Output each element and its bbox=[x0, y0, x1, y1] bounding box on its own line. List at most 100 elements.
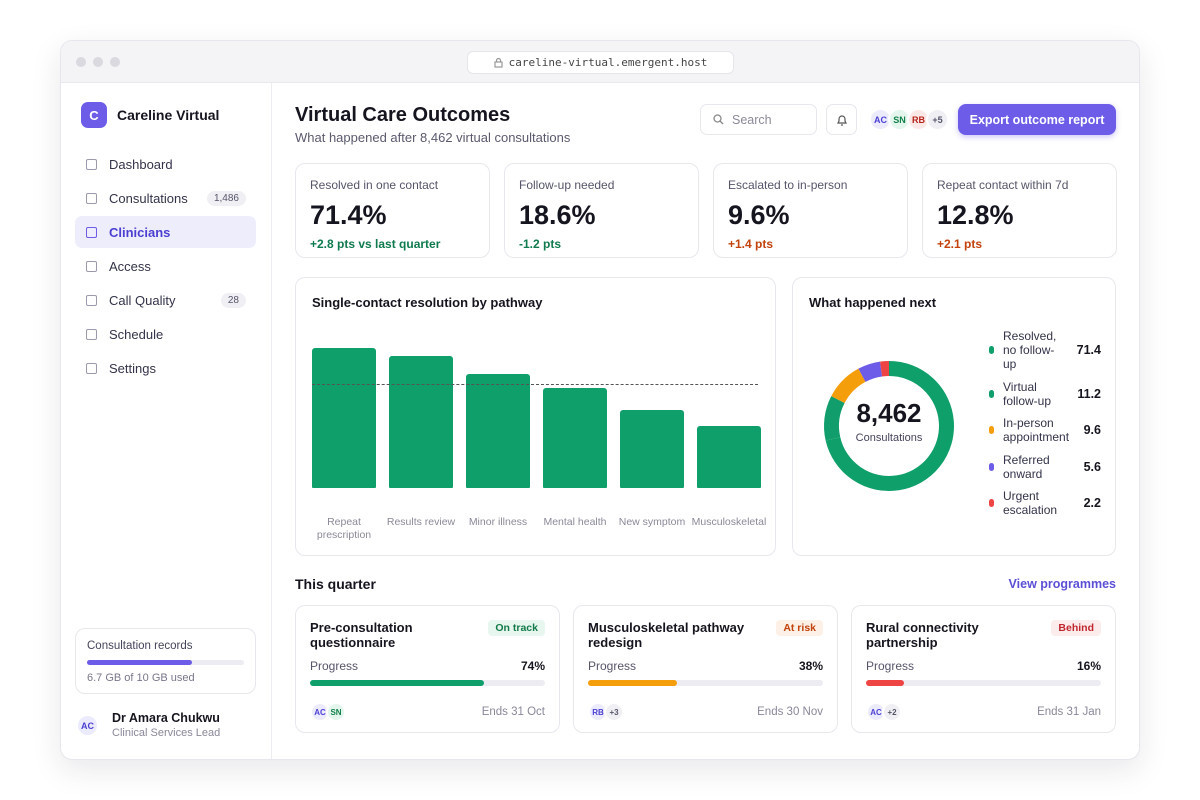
legend-swatch bbox=[989, 426, 994, 434]
nav-item[interactable]: Settings bbox=[75, 352, 256, 384]
progress-track bbox=[866, 680, 1101, 686]
project-name: Musculoskeletal pathway redesign bbox=[588, 620, 745, 650]
x-tick-label: Results review bbox=[386, 516, 456, 528]
kpi-label: Follow-up needed bbox=[519, 178, 615, 192]
bar bbox=[543, 387, 607, 488]
kpi-value: 71.4% bbox=[310, 200, 387, 230]
progress-value: 16% bbox=[1076, 659, 1101, 673]
status-badge: On track bbox=[488, 620, 545, 636]
legend-item: Referred onward 5.6 bbox=[989, 453, 1101, 481]
x-tick-label: Musculoskeletal bbox=[691, 516, 767, 528]
kpi-card: Follow-up needed 18.6% -1.2 pts bbox=[504, 163, 699, 258]
nav-item[interactable]: Consultations 1,486 bbox=[75, 182, 256, 214]
kpi-label: Resolved in one contact bbox=[310, 178, 439, 192]
nav-icon bbox=[86, 260, 97, 272]
project-card: Pre-consultation questionnaire On track Pr… bbox=[295, 605, 560, 733]
storage-fill bbox=[87, 660, 193, 665]
project-name: Pre-consultation questionnaire bbox=[310, 620, 413, 650]
search-icon bbox=[713, 114, 724, 125]
project-end: Ends 30 Nov bbox=[757, 706, 823, 718]
window-dot bbox=[93, 57, 103, 67]
x-tick-label: New symptom bbox=[618, 516, 686, 528]
nav-item[interactable]: Schedule bbox=[75, 318, 256, 350]
legend-value: 2.2 bbox=[1083, 496, 1101, 510]
donut-center-label: Consultations bbox=[855, 432, 923, 444]
bar bbox=[697, 426, 761, 488]
section-title: This quarter bbox=[295, 576, 376, 592]
legend-label: Referred onward bbox=[1003, 452, 1050, 481]
page-subtitle: What happened after 8,462 virtual consul… bbox=[295, 130, 571, 145]
project-avatars: AC +2 bbox=[866, 702, 902, 722]
donut bbox=[824, 361, 954, 491]
avatar: AC bbox=[869, 108, 892, 131]
progress-value: 38% bbox=[798, 659, 823, 673]
legend-label: Resolved, no follow-up bbox=[1003, 329, 1057, 371]
donut-segment bbox=[825, 361, 954, 491]
nav-icon bbox=[86, 226, 97, 238]
kpi-value: 18.6% bbox=[519, 200, 596, 230]
legend-value: 11.2 bbox=[1077, 386, 1101, 401]
nav-badge: 28 bbox=[220, 292, 246, 308]
project-footer: RB +3 Ends 30 Nov bbox=[588, 702, 823, 722]
nav-item[interactable]: Dashboard bbox=[75, 148, 256, 180]
progress-fill bbox=[866, 680, 904, 686]
search[interactable]: Search bbox=[700, 104, 817, 135]
user-role: Clinical Services Lead bbox=[112, 727, 221, 739]
notifications[interactable] bbox=[826, 104, 857, 135]
url: careline-virtual.emergent.host bbox=[508, 56, 708, 69]
nav-item[interactable]: Clinicians bbox=[75, 216, 256, 248]
donut-segment bbox=[824, 396, 845, 441]
window-dot bbox=[76, 57, 86, 67]
x-tick-label: Repeat prescription bbox=[316, 516, 372, 541]
x-tick-label: Mental health bbox=[543, 516, 607, 528]
nav-label: Dashboard bbox=[109, 156, 173, 172]
progress-row: Progress 38% bbox=[588, 659, 823, 673]
project-head: Rural connectivity partnership Behind bbox=[866, 620, 1101, 650]
kpi-delta: +1.4 pts bbox=[728, 237, 774, 251]
project-card: Rural connectivity partnership Behind Prog… bbox=[851, 605, 1116, 733]
nav-item[interactable]: Call Quality 28 bbox=[75, 284, 256, 316]
x-tick-label: Minor illness bbox=[468, 516, 528, 528]
nav-item[interactable]: Access bbox=[75, 250, 256, 282]
brand-logo: C bbox=[81, 102, 107, 128]
progress-fill bbox=[310, 680, 484, 686]
legend-label: Virtual follow-up bbox=[1003, 379, 1052, 408]
brand-name: Careline Virtual bbox=[117, 107, 220, 123]
legend-value: 5.6 bbox=[1083, 459, 1101, 474]
progress-row: Progress 74% bbox=[310, 659, 545, 673]
progress-track bbox=[588, 680, 823, 686]
nav-label: Schedule bbox=[109, 326, 164, 342]
nav-badge: 1,486 bbox=[206, 190, 246, 206]
donut-chart-card: What happened next 8,462 Consultations R… bbox=[792, 277, 1116, 556]
bar bbox=[620, 409, 684, 488]
section-link[interactable]: View programmes bbox=[1008, 577, 1116, 591]
status-badge: At risk bbox=[776, 620, 823, 636]
address-bar[interactable]: careline-virtual.emergent.host bbox=[467, 51, 734, 74]
kpi-delta: +2.1 pts bbox=[937, 237, 983, 251]
bar bbox=[389, 356, 453, 488]
legend-swatch bbox=[989, 346, 994, 354]
search-placeholder: Search bbox=[732, 112, 772, 127]
project-card: Musculoskeletal pathway redesign At risk P… bbox=[573, 605, 838, 733]
donut-segment bbox=[880, 361, 890, 377]
reference-line bbox=[312, 384, 758, 386]
project-name: Rural connectivity partnership bbox=[866, 620, 979, 650]
legend-item: In-person appointment 9.6 bbox=[989, 416, 1101, 444]
nav-label: Clinicians bbox=[109, 224, 171, 240]
project-footer: AC +2 Ends 31 Jan bbox=[866, 702, 1101, 722]
kpi-card: Repeat contact within 7d 12.8% +2.1 pts bbox=[922, 163, 1117, 258]
legend-item: Urgent escalation 2.2 bbox=[989, 489, 1101, 517]
kpi-value: 12.8% bbox=[937, 200, 1014, 230]
progress-label: Progress bbox=[866, 659, 915, 673]
project-head: Musculoskeletal pathway redesign At risk bbox=[588, 620, 823, 650]
bar bbox=[312, 347, 376, 488]
plot-area: Repeat prescription Results review Minor i… bbox=[312, 321, 766, 541]
progress-label: Progress bbox=[588, 659, 637, 673]
avatar-more: +5 bbox=[926, 108, 949, 131]
export-button[interactable]: Export outcome report bbox=[958, 104, 1116, 135]
legend-item: Virtual follow-up 11.2 bbox=[989, 380, 1101, 408]
storage-card: Consultation records 6.7 GB of 10 GB use… bbox=[75, 628, 256, 694]
storage-track bbox=[87, 660, 244, 665]
page-title: Virtual Care Outcomes bbox=[295, 104, 511, 126]
